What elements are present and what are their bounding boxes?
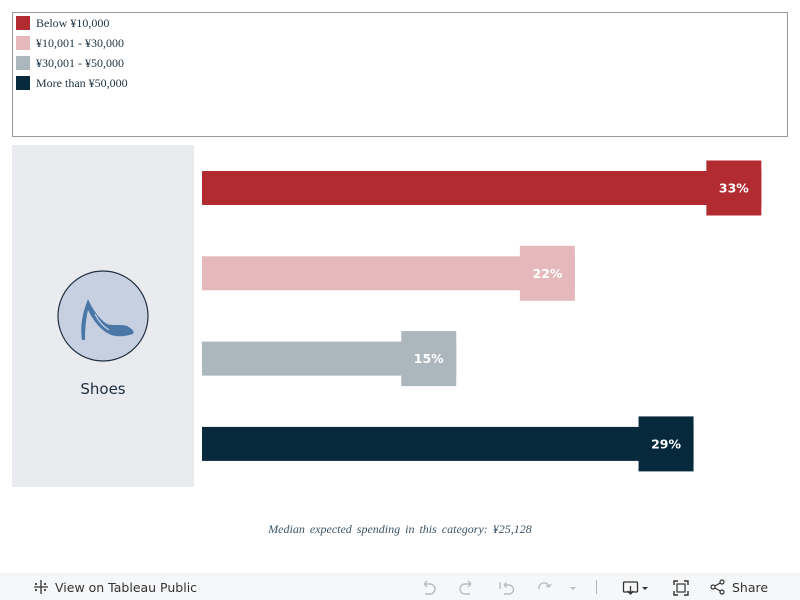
tableau-logo-icon xyxy=(34,580,48,594)
share-label: Share xyxy=(732,579,769,595)
category-panel: Shoes xyxy=(12,145,194,487)
bar-chart: 33% 22% 15% 29% xyxy=(202,160,762,472)
high-heel-shoe-icon xyxy=(57,270,149,362)
legend: Below ¥10,000 ¥10,001 - ¥30,000 ¥30,001 … xyxy=(12,12,788,137)
category-label: Shoes xyxy=(80,380,126,398)
refresh-icon[interactable] xyxy=(536,580,554,596)
legend-item-10001-30000[interactable]: ¥10,001 - ¥30,000 xyxy=(16,36,124,50)
toolbar: View on Tableau Public Share xyxy=(0,573,800,600)
legend-label: Below ¥10,000 xyxy=(36,15,110,30)
share-button[interactable]: Share xyxy=(710,579,768,595)
legend-swatch xyxy=(16,36,30,50)
bar-4[interactable] xyxy=(202,426,694,461)
bar-label-box-4 xyxy=(638,416,694,472)
view-on-tableau-public-link[interactable]: View on Tableau Public xyxy=(33,579,197,595)
share-icon xyxy=(710,579,725,595)
median-note: Median expected spending in this categor… xyxy=(268,522,532,536)
fullscreen-icon[interactable] xyxy=(672,580,690,596)
legend-label: ¥10,001 - ¥30,000 xyxy=(36,35,124,50)
revert-icon[interactable] xyxy=(498,580,516,596)
undo-icon[interactable] xyxy=(419,580,437,596)
bar-value-label-2: 22% xyxy=(532,266,562,281)
download-icon[interactable] xyxy=(622,580,650,596)
bar-1[interactable] xyxy=(202,171,762,205)
bar-label-box-3 xyxy=(401,331,457,387)
bar-value-label-4: 29% xyxy=(651,436,681,451)
legend-label: More than ¥50,000 xyxy=(36,75,128,90)
bar-value-label-3: 15% xyxy=(414,351,444,366)
redo-icon[interactable] xyxy=(458,580,476,596)
legend-label: ¥30,001 - ¥50,000 xyxy=(36,55,124,70)
bar-label-box-2 xyxy=(519,245,575,301)
legend-swatch xyxy=(16,76,30,90)
legend-item-more-than-50000[interactable]: More than ¥50,000 xyxy=(16,76,128,90)
legend-item-below-10000[interactable]: Below ¥10,000 xyxy=(16,16,109,30)
bar-2[interactable] xyxy=(202,256,575,291)
bar-value-label-1: 33% xyxy=(719,181,749,196)
dropdown-arrow-icon[interactable] xyxy=(564,580,582,596)
legend-swatch xyxy=(16,56,30,70)
legend-swatch xyxy=(16,16,30,30)
legend-item-30001-50000[interactable]: ¥30,001 - ¥50,000 xyxy=(16,56,124,70)
bar-label-box-1 xyxy=(706,160,762,216)
toolbar-separator xyxy=(596,580,597,594)
view-on-tableau-public-label: View on Tableau Public xyxy=(55,579,198,595)
